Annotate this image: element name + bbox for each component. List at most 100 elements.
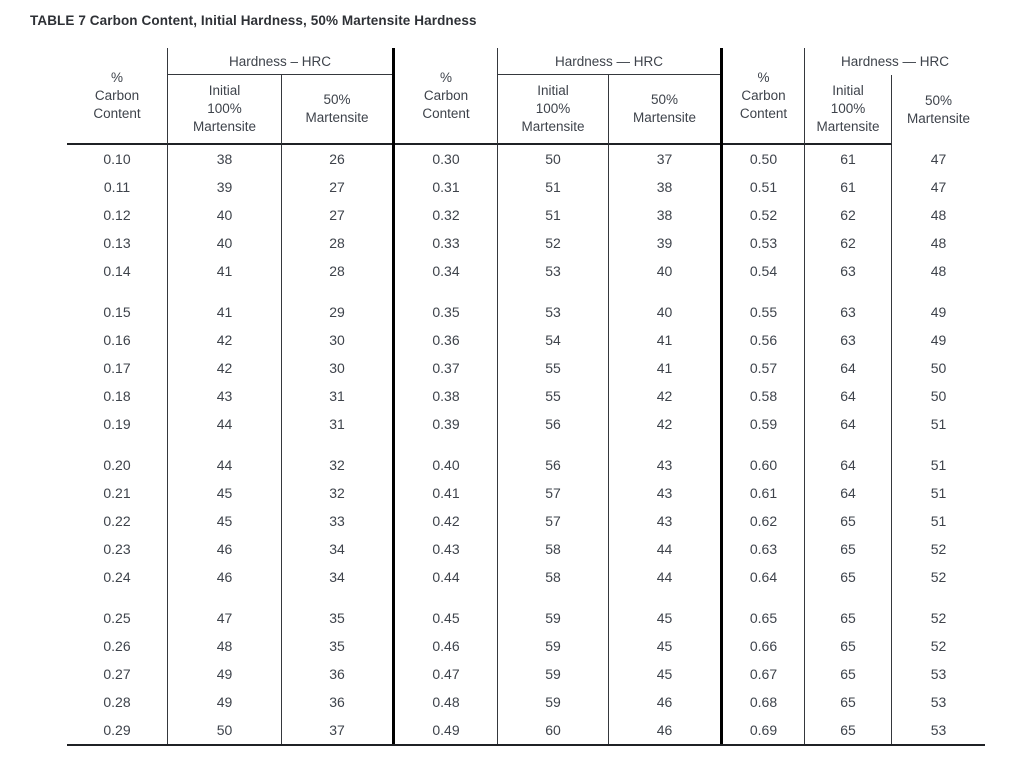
table-cell: 0.24 bbox=[103, 569, 131, 585]
table-cell: 64 bbox=[840, 360, 856, 376]
table-cell: 0.34 bbox=[432, 263, 460, 279]
column-cells-carbon: 0.10 0.11 0.12 0.13 0.14 0.15 0.16 0.17 0.18 0.19… bbox=[67, 145, 168, 744]
table-cell: 0.58 bbox=[749, 388, 778, 404]
table-cell: 51 bbox=[930, 513, 947, 529]
column-header-initial-martensite: Initial 100% Martensite bbox=[168, 75, 282, 145]
table-cell: 59 bbox=[545, 694, 561, 710]
table-cell: 35 bbox=[329, 610, 345, 626]
table-cell: 63 bbox=[840, 304, 856, 320]
table-cell: 53 bbox=[930, 722, 947, 738]
table-cell: 52 bbox=[545, 235, 561, 251]
table-cell: 0.45 bbox=[432, 610, 460, 626]
table-cell: 62 bbox=[840, 235, 856, 251]
table-cell: 49 bbox=[216, 694, 233, 710]
table-cell: 0.29 bbox=[103, 722, 131, 738]
table-cell: 57 bbox=[545, 485, 561, 501]
column-cells-carbon: 0.30 0.31 0.32 0.33 0.34 0.35 0.36 0.37 0.38 0.39… bbox=[395, 145, 498, 744]
table-cell: 45 bbox=[216, 485, 233, 501]
table-cell: 39 bbox=[216, 179, 233, 195]
table-cell: 0.11 bbox=[103, 179, 131, 195]
table-cell: 45 bbox=[656, 638, 673, 654]
table-cell: 37 bbox=[329, 722, 345, 738]
table-cell: 47 bbox=[930, 179, 947, 195]
table-cell: 63 bbox=[840, 263, 856, 279]
table-cell: 52 bbox=[930, 610, 947, 626]
table-cell: 0.33 bbox=[432, 235, 460, 251]
table-cell: 0.37 bbox=[432, 360, 460, 376]
table-cell: 52 bbox=[930, 638, 947, 654]
table-cell: 59 bbox=[545, 666, 561, 682]
table-cell: 64 bbox=[840, 416, 856, 432]
table-cell: 0.35 bbox=[432, 304, 460, 320]
table-cell: 0.12 bbox=[103, 207, 131, 223]
table-cell: 0.51 bbox=[749, 179, 778, 195]
table-cell: 26 bbox=[329, 151, 345, 167]
table-cell: 0.18 bbox=[103, 388, 131, 404]
hardness-table: % Carbon Content Hardness – HRC Initial … bbox=[67, 48, 985, 746]
table-cell: 0.69 bbox=[749, 722, 778, 738]
table-cell: 47 bbox=[930, 151, 947, 167]
table-cell: 0.39 bbox=[432, 416, 460, 432]
table-cell: 41 bbox=[656, 360, 673, 376]
table-cell: 61 bbox=[840, 151, 856, 167]
table-cell: 0.16 bbox=[103, 332, 131, 348]
table-cell: 35 bbox=[329, 638, 345, 654]
table-cell: 0.42 bbox=[432, 513, 460, 529]
table-cell: 0.59 bbox=[749, 416, 778, 432]
table-cell: 0.48 bbox=[432, 694, 460, 710]
table-cell: 29 bbox=[329, 304, 345, 320]
table-cell: 36 bbox=[329, 694, 345, 710]
table-cell: 41 bbox=[216, 263, 233, 279]
table-cell: 40 bbox=[216, 207, 233, 223]
column-header-carbon-content: % Carbon Content bbox=[395, 48, 498, 145]
table-cell: 42 bbox=[216, 332, 233, 348]
table-cell: 64 bbox=[840, 485, 856, 501]
column-cells-initial: 38 39 40 40 41 41 42 42 43 44 44 45 45 46 46 47 48 49 49 50 bbox=[168, 145, 282, 744]
table-cell: 65 bbox=[840, 513, 856, 529]
table-cell: 64 bbox=[840, 388, 856, 404]
table-cell: 51 bbox=[930, 485, 947, 501]
column-header-carbon-content: % Carbon Content bbox=[67, 48, 168, 145]
table-cell: 0.54 bbox=[749, 263, 778, 279]
table-cell: 50 bbox=[216, 722, 233, 738]
table-cell: 51 bbox=[545, 207, 561, 223]
table-cell: 31 bbox=[329, 388, 345, 404]
table-cell: 42 bbox=[216, 360, 233, 376]
table-cell: 40 bbox=[216, 235, 233, 251]
table-cell: 0.49 bbox=[432, 722, 460, 738]
column-cells-50pct: 26 27 27 28 28 29 30 30 31 31 32 32 33 34 34 35 35 36 36 37 bbox=[282, 145, 392, 744]
table-cell: 31 bbox=[329, 416, 345, 432]
table-cell: 40 bbox=[656, 304, 673, 320]
table-cell: 53 bbox=[545, 304, 561, 320]
table-cell: 30 bbox=[329, 360, 345, 376]
table-cell: 0.31 bbox=[432, 179, 460, 195]
table-cell: 43 bbox=[656, 513, 673, 529]
table-cell: 56 bbox=[545, 416, 561, 432]
table-cell: 30 bbox=[329, 332, 345, 348]
table-cell: 0.67 bbox=[749, 666, 778, 682]
table-cell: 28 bbox=[329, 263, 345, 279]
table-title: TABLE 7 Carbon Content, Initial Hardness… bbox=[30, 13, 477, 28]
column-header-carbon-content: % Carbon Content bbox=[723, 48, 805, 145]
table-cell: 52 bbox=[930, 569, 947, 585]
table-cell: 46 bbox=[216, 541, 233, 557]
table-cell: 64 bbox=[840, 457, 856, 473]
table-cell: 41 bbox=[656, 332, 673, 348]
table-group-3: % Carbon Content Hardness — HRC Initial … bbox=[723, 48, 985, 744]
table-cell: 38 bbox=[216, 151, 233, 167]
table-cell: 45 bbox=[656, 666, 673, 682]
column-cells-initial: 50 51 51 52 53 53 54 55 55 56 56 57 57 58 58 59 59 59 59 60 bbox=[498, 145, 609, 744]
table-cell: 60 bbox=[545, 722, 561, 738]
column-header-initial-martensite: Initial 100% Martensite bbox=[498, 75, 609, 145]
table-cell: 63 bbox=[840, 332, 856, 348]
table-cell: 49 bbox=[216, 666, 233, 682]
table-cell: 37 bbox=[656, 151, 673, 167]
table-cell: 50 bbox=[545, 151, 561, 167]
table-group-1: % Carbon Content Hardness – HRC Initial … bbox=[67, 48, 395, 744]
table-cell: 0.53 bbox=[749, 235, 778, 251]
table-cell: 57 bbox=[545, 513, 561, 529]
table-cell: 34 bbox=[329, 569, 345, 585]
table-cell: 43 bbox=[656, 457, 673, 473]
table-cell: 0.14 bbox=[103, 263, 131, 279]
table-cell: 0.36 bbox=[432, 332, 460, 348]
